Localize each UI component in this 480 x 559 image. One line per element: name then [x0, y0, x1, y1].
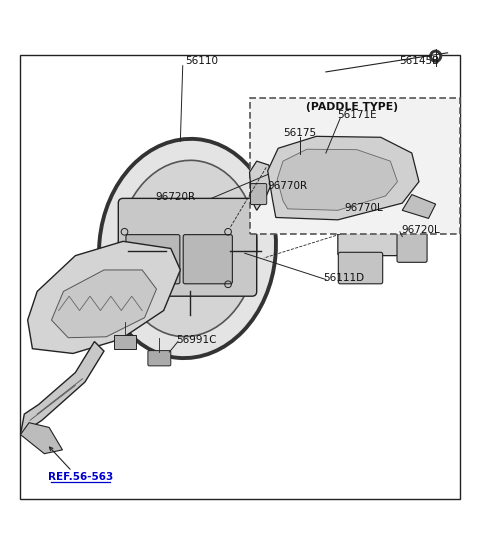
Circle shape [277, 166, 284, 173]
Circle shape [267, 166, 275, 173]
Polygon shape [28, 241, 180, 353]
FancyBboxPatch shape [183, 235, 232, 284]
Text: 56145B: 56145B [399, 56, 439, 66]
Text: 56110: 56110 [185, 56, 218, 66]
Text: 96720R: 96720R [156, 192, 196, 202]
Polygon shape [402, 195, 436, 219]
Polygon shape [250, 161, 274, 210]
FancyBboxPatch shape [264, 134, 333, 193]
Circle shape [286, 166, 294, 173]
Text: 56175: 56175 [283, 127, 316, 138]
Ellipse shape [99, 139, 276, 358]
FancyBboxPatch shape [250, 98, 459, 234]
Text: 96720L: 96720L [401, 225, 440, 235]
FancyBboxPatch shape [126, 235, 180, 284]
FancyBboxPatch shape [338, 252, 383, 284]
FancyBboxPatch shape [251, 183, 267, 205]
FancyBboxPatch shape [326, 149, 357, 188]
Text: 96770L: 96770L [345, 203, 384, 213]
Polygon shape [51, 270, 156, 338]
Ellipse shape [118, 160, 257, 337]
Polygon shape [277, 149, 397, 210]
Polygon shape [21, 423, 62, 454]
Polygon shape [21, 342, 104, 434]
Text: 56171E: 56171E [337, 110, 377, 120]
Text: (PADDLE TYPE): (PADDLE TYPE) [306, 102, 398, 112]
Circle shape [430, 50, 442, 63]
FancyBboxPatch shape [338, 201, 402, 255]
FancyBboxPatch shape [118, 198, 257, 296]
Text: 96770R: 96770R [268, 182, 308, 191]
FancyBboxPatch shape [114, 335, 136, 349]
Text: REF.56-563: REF.56-563 [48, 472, 113, 482]
Circle shape [433, 53, 439, 59]
Text: 56111D: 56111D [324, 273, 365, 283]
FancyBboxPatch shape [148, 350, 171, 366]
Polygon shape [268, 136, 419, 220]
Text: 56991C: 56991C [176, 335, 216, 345]
FancyBboxPatch shape [397, 213, 427, 262]
